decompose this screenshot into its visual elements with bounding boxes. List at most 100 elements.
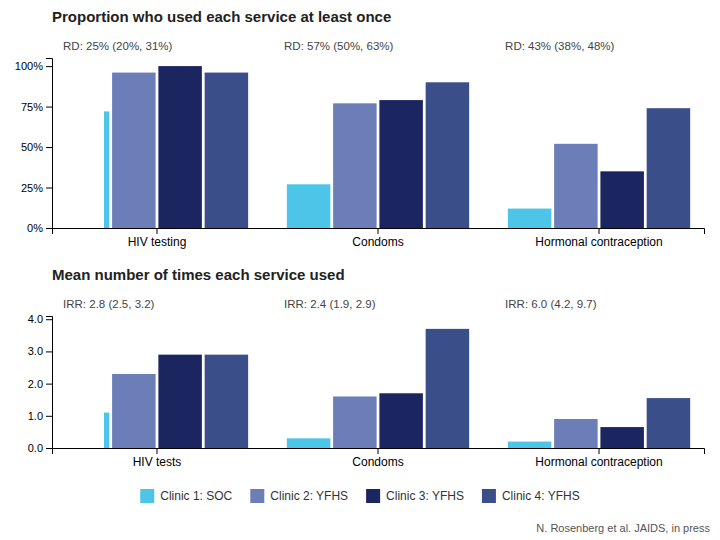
series: Clinic 4: YFHS Clinic 4: YFHS Clinic 4: YF… bbox=[205, 73, 691, 228]
tick-line bbox=[46, 188, 52, 189]
legend: Clinic 1: SOC Clinic 2: YFHS Clinic 3: YFH… bbox=[140, 489, 579, 503]
bar: Clinic 1: SOC bbox=[287, 184, 330, 228]
bar: Clinic 2: YFHS bbox=[554, 419, 597, 448]
tick-label: 2.0 bbox=[28, 378, 43, 390]
tick-line bbox=[46, 228, 52, 229]
bar: Clinic 4: YFHS bbox=[647, 398, 690, 448]
legend-swatch bbox=[140, 489, 154, 503]
legend-label: Clinic 4: YFHS bbox=[502, 489, 580, 503]
legend-swatch bbox=[250, 489, 264, 503]
tick: 100% bbox=[15, 60, 52, 72]
legend-item: Clinic 1: SOC bbox=[140, 489, 232, 503]
legend-swatch bbox=[366, 489, 380, 503]
caption: N. Rosenberg et al. JAIDS, in press bbox=[536, 522, 710, 534]
series: Clinic 4: YFHS Clinic 4: YFHS Clinic 4: YF… bbox=[205, 329, 691, 448]
tick: 2.0 bbox=[28, 378, 52, 390]
tick-label: Condoms bbox=[352, 235, 403, 249]
bar: Clinic 3: YFHS bbox=[379, 393, 422, 448]
legend-swatch bbox=[482, 489, 496, 503]
tick-line bbox=[599, 228, 600, 234]
legend-item: Clinic 3: YFHS bbox=[366, 489, 464, 503]
tick-label: HIV tests bbox=[133, 455, 182, 469]
tick-line bbox=[378, 448, 379, 454]
tick-label: 0.0 bbox=[28, 442, 43, 454]
tick-line bbox=[46, 66, 52, 67]
bar: Clinic 4: YFHS bbox=[205, 355, 248, 448]
axis-line bbox=[53, 449, 705, 455]
tick: 0% bbox=[27, 222, 52, 234]
bar: Clinic 3: YFHS bbox=[158, 355, 201, 448]
axis-line bbox=[46, 317, 53, 449]
panel: Mean number of times each service used 0.… bbox=[28, 266, 705, 469]
annotation: IRR: 2.8 (2.5, 3.2) bbox=[63, 298, 155, 310]
tick-label: 50% bbox=[21, 141, 43, 153]
bar: Clinic 3: YFHS bbox=[600, 427, 643, 448]
bar: Clinic 2: YFHS bbox=[333, 103, 376, 228]
series: Clinic 3: YFHS Clinic 3: YFHS Clinic 3: YF… bbox=[158, 355, 644, 448]
bar: Clinic 2: YFHS bbox=[554, 144, 597, 228]
bar: Clinic 4: YFHS bbox=[205, 73, 248, 228]
axis-line bbox=[46, 59, 53, 229]
bar: Clinic 3: YFHS bbox=[158, 66, 201, 228]
bar: Clinic 1: SOC bbox=[508, 209, 551, 228]
legend-item: Clinic 4: YFHS bbox=[482, 489, 580, 503]
bar: Clinic 4: YFHS bbox=[647, 108, 690, 228]
tick-label: 1.0 bbox=[28, 410, 43, 422]
tick-label: 3.0 bbox=[28, 345, 43, 357]
title: Proportion who used each service at leas… bbox=[52, 8, 391, 25]
tick-label: 100% bbox=[15, 60, 43, 72]
bar: Clinic 1: SOC bbox=[104, 111, 109, 228]
bar: Clinic 2: YFHS bbox=[112, 374, 155, 448]
annotation: IRR: 2.4 (1.9, 2.9) bbox=[284, 298, 376, 310]
y-axis: 0% 25% 50% 75% 100% bbox=[15, 59, 53, 235]
tick-line bbox=[378, 228, 379, 234]
tick: HIV testing bbox=[128, 228, 187, 249]
tick-line bbox=[156, 228, 157, 234]
panel: Proportion who used each service at leas… bbox=[15, 8, 705, 249]
x-axis: HIV testing Condoms Hormonal contraception bbox=[53, 228, 705, 249]
legend-label: Clinic 3: YFHS bbox=[386, 489, 464, 503]
tick: Hormonal contraception bbox=[535, 448, 662, 469]
tick-line bbox=[46, 351, 52, 352]
tick-label: Hormonal contraception bbox=[535, 235, 662, 249]
annotation: RD: 43% (38%, 48%) bbox=[505, 40, 614, 52]
tick: 25% bbox=[21, 182, 52, 194]
legend-item: Clinic 2: YFHS bbox=[250, 489, 348, 503]
tick-label: Hormonal contraception bbox=[535, 455, 662, 469]
y-axis: 0.0 1.0 2.0 3.0 4.0 bbox=[28, 313, 53, 454]
annotation: RD: 57% (50%, 63%) bbox=[284, 40, 393, 52]
x-axis: HIV testsCondomsHormonal contraception bbox=[53, 448, 705, 469]
tick: Condoms bbox=[352, 228, 403, 249]
tick-line bbox=[46, 448, 52, 449]
tick-line bbox=[46, 384, 52, 385]
bars: Clinic 1: SOCClinic 1: SOCClinic 1: SOCC… bbox=[104, 329, 690, 448]
annotation: RD: 25% (20%, 31%) bbox=[63, 40, 172, 52]
chart: Proportion who used each service at leas… bbox=[0, 0, 720, 540]
tick-line bbox=[46, 416, 52, 417]
tick-label: 75% bbox=[21, 101, 43, 113]
bar: Clinic 1: SOC bbox=[508, 442, 551, 448]
axis-line bbox=[53, 229, 705, 235]
tick: Hormonal contraception bbox=[535, 228, 662, 249]
tick-line bbox=[46, 319, 52, 320]
title: Mean number of times each service used bbox=[52, 266, 345, 283]
tick: 3.0 bbox=[28, 345, 52, 357]
bar: Clinic 4: YFHS bbox=[426, 329, 469, 448]
bar: Clinic 3: YFHS bbox=[379, 100, 422, 228]
tick-line bbox=[599, 448, 600, 454]
legend-label: Clinic 2: YFHS bbox=[270, 489, 348, 503]
tick: 1.0 bbox=[28, 410, 52, 422]
tick-line bbox=[46, 107, 52, 108]
tick: 50% bbox=[21, 141, 52, 153]
series: Clinic 3: YFHSClinic 3: YFHSClinic 3: YF… bbox=[158, 66, 644, 228]
tick-label: HIV testing bbox=[128, 235, 187, 249]
tick-label: 25% bbox=[21, 182, 43, 194]
tick: 0.0 bbox=[28, 442, 52, 454]
bar: Clinic 4: YFHS bbox=[426, 82, 469, 228]
tick-label: 4.0 bbox=[28, 313, 43, 325]
bar: Clinic 1: SOC bbox=[104, 413, 109, 448]
annotation: IRR: 6.0 (4.2, 9.7) bbox=[505, 298, 597, 310]
tick-line bbox=[156, 448, 157, 454]
bar: Clinic 2: YFHS bbox=[112, 73, 155, 228]
tick-line bbox=[46, 147, 52, 148]
